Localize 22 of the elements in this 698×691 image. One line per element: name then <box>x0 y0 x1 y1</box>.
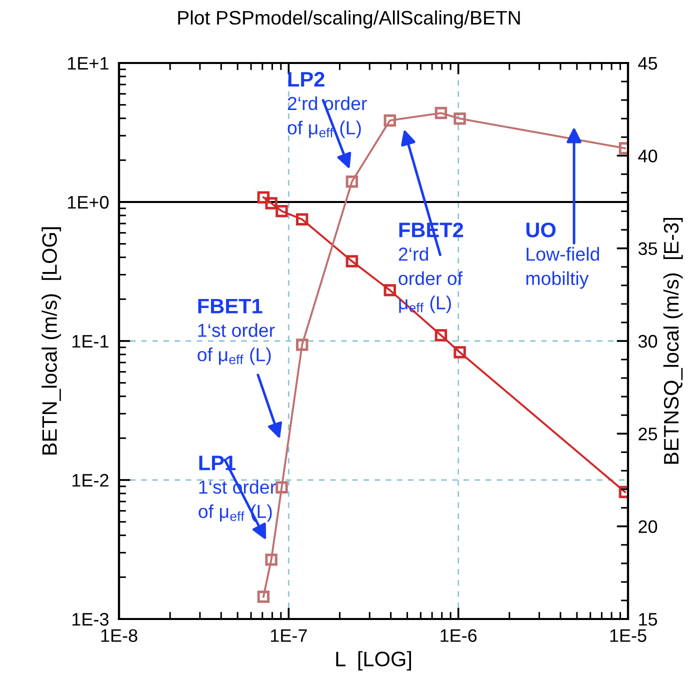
x-axis-title: L [LOG] <box>336 651 411 671</box>
y-axis-title: BETN_local (m/s) [LOG] <box>42 227 62 454</box>
x-tick-label: 1E-6 <box>440 629 477 642</box>
y2-tick-label: 30 <box>638 334 658 348</box>
y2-tick-label: 40 <box>638 150 658 162</box>
y2-axis-title: BETNSQ_local (m/s) [E-3] <box>663 218 683 464</box>
y2-tick-label: 25 <box>638 428 658 440</box>
y2-tick-label: 15 <box>639 613 658 626</box>
y2-tick-label: 35 <box>638 242 658 256</box>
x-tick-label: 1E-5 <box>610 629 646 642</box>
x-tick-label: 1E-7 <box>270 629 307 642</box>
y-tick-label: 1E-1 <box>72 335 108 348</box>
annotation: FBET1 1‘st order of μ$_{eff}$ (L) <box>198 298 275 365</box>
y2-tick-label: 20 <box>638 520 658 534</box>
x-tick-label: 1E-8 <box>101 629 138 642</box>
y2-tick-label: 45 <box>638 57 658 70</box>
y-tick-label: 1E-2 <box>72 474 108 487</box>
annotation: UO Low-field mobiltiy <box>526 222 600 289</box>
y-tick-label: 1E-3 <box>72 612 108 626</box>
y-tick-label: 1E+1 <box>68 57 108 70</box>
chart-title: Plot PSPmodel/scaling/AllScaling/BETN <box>178 10 520 28</box>
y-tick-label: 1E+0 <box>68 196 109 209</box>
